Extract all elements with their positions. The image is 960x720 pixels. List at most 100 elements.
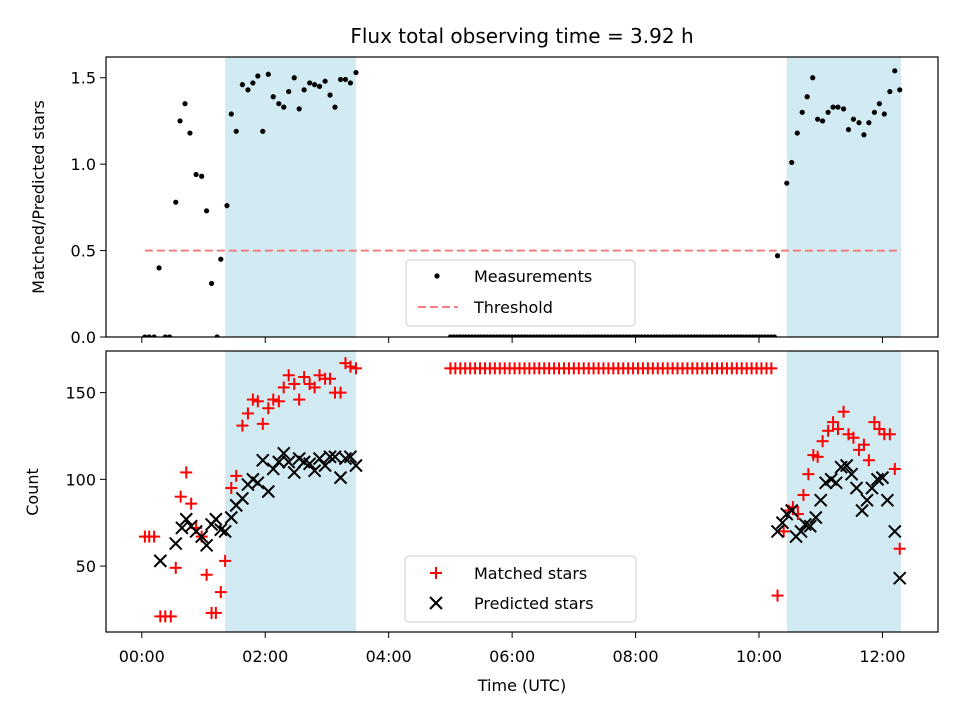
measurement-point <box>162 334 168 337</box>
matched-star-point <box>209 606 222 619</box>
matched-star-point <box>832 423 845 436</box>
measurement-point <box>312 82 318 88</box>
measurement-point <box>830 104 836 110</box>
matched-star-point <box>847 431 860 444</box>
predicted-star-point <box>785 503 799 518</box>
top-shade-band-0 <box>225 57 356 337</box>
predicted-star-point <box>209 512 223 526</box>
measurement-point <box>224 203 230 209</box>
matched-star-point <box>298 371 311 384</box>
top-y-tick-label: 0.0 <box>71 328 96 347</box>
matched-star-point <box>214 586 227 599</box>
count-panel: 50 100 150 00:00 02:00 04:00 06:00 08:00 10:00 1… <box>23 350 939 695</box>
measurement-point <box>876 101 882 107</box>
measurement-point <box>301 87 307 93</box>
measurement-point <box>887 88 893 95</box>
bottom-y-tick-label: 50 <box>76 557 96 576</box>
predicted-star-point <box>839 458 854 473</box>
matched-star-point <box>811 450 824 463</box>
top-x-ticks <box>141 337 883 343</box>
predicted-star-point <box>888 524 902 539</box>
matched-star-point <box>241 407 254 420</box>
measurement-point <box>881 111 887 117</box>
top-shade-band-1 <box>786 57 901 337</box>
x-tick-label: 06:00 <box>489 647 535 666</box>
legend-predicted-label: Predicted stars <box>474 594 594 613</box>
predicted-star-point <box>235 491 250 506</box>
matched-star-point <box>148 530 161 543</box>
matched-star-point <box>200 568 213 581</box>
top-y-tick-label: 1.0 <box>71 155 96 174</box>
top-shaded-regions <box>225 57 901 337</box>
matched-star-point <box>164 610 177 623</box>
matched-star-point <box>225 482 238 495</box>
measurement-point <box>892 68 898 74</box>
top-axes-frame <box>105 56 939 338</box>
matched-star-point <box>251 395 264 408</box>
measurement-point <box>815 116 821 122</box>
top-y-tick-label: 1.5 <box>71 69 96 88</box>
matched-star-point <box>185 497 198 510</box>
matched-star-point <box>771 589 784 602</box>
measurement-point <box>199 173 205 179</box>
measurement-point <box>239 82 246 88</box>
matched-star-point <box>236 419 249 432</box>
predicted-star-point <box>169 536 183 551</box>
matched-star-point <box>816 435 829 448</box>
legend-predicted-marker <box>429 596 443 610</box>
predicted-star-point <box>794 524 808 539</box>
legend-measurements-label: Measurements <box>474 267 592 286</box>
measurement-point <box>789 159 795 166</box>
measurement-point <box>871 109 878 115</box>
predicted-star-point <box>849 481 864 495</box>
matched-star-point <box>174 490 187 503</box>
x-tick-label: 10:00 <box>736 647 782 666</box>
predicted-star-point <box>844 467 859 481</box>
measurement-point <box>166 334 173 337</box>
predicted-star-point <box>814 493 828 507</box>
bottom-axes-frame <box>105 350 939 633</box>
predicted-star-point <box>179 512 193 526</box>
bottom-shaded-regions <box>225 351 901 632</box>
predicted-star-point <box>261 484 276 499</box>
matched-star-point <box>822 424 835 437</box>
predicted-star-point <box>343 450 358 464</box>
top-y-axis-label: Matched/Predicted stars <box>29 100 48 294</box>
measurement-point <box>245 87 251 93</box>
matched-star-point <box>777 525 790 538</box>
x-axis-label: Time (UTC) <box>477 676 566 695</box>
measurement-point <box>845 126 852 133</box>
chart-title: Flux total observing time = 3.92 h <box>350 24 693 48</box>
predicted-star-point <box>855 503 869 518</box>
matched-star-point <box>256 417 269 430</box>
measurement-point <box>866 120 872 126</box>
predicted-star-point <box>770 524 785 539</box>
measurement-point <box>270 94 276 100</box>
matched-star-point <box>308 381 321 394</box>
measurement-point <box>260 128 266 134</box>
top-y-axis: 0.0 0.5 1.0 1.5 <box>71 69 106 347</box>
matched-star-point <box>324 372 337 385</box>
legend-matched-marker <box>430 567 442 579</box>
measurement-point <box>218 256 224 262</box>
matched-star-point <box>293 393 306 406</box>
matched-star-point <box>797 488 810 501</box>
matched-star-point <box>282 369 295 382</box>
measurement-point <box>353 69 359 76</box>
measurement-point <box>794 130 800 136</box>
legend-measurements-marker <box>434 273 440 279</box>
predicted-star-point <box>775 516 790 530</box>
matched-star-point <box>277 381 290 394</box>
bottom-y-tick-label: 150 <box>65 384 96 403</box>
matched-star-point <box>267 393 280 406</box>
matched-star-point <box>169 561 182 574</box>
top-legend: Measurements Threshold <box>405 259 636 327</box>
bottom-y-tick-label: 100 <box>65 470 96 489</box>
matched-star-point <box>765 362 778 375</box>
measurement-point <box>861 132 867 138</box>
measurement-point <box>784 180 790 186</box>
measurement-point <box>193 171 199 178</box>
measurement-point <box>316 83 323 89</box>
measurement-point <box>322 78 328 84</box>
x-tick-label: 00:00 <box>119 647 165 666</box>
